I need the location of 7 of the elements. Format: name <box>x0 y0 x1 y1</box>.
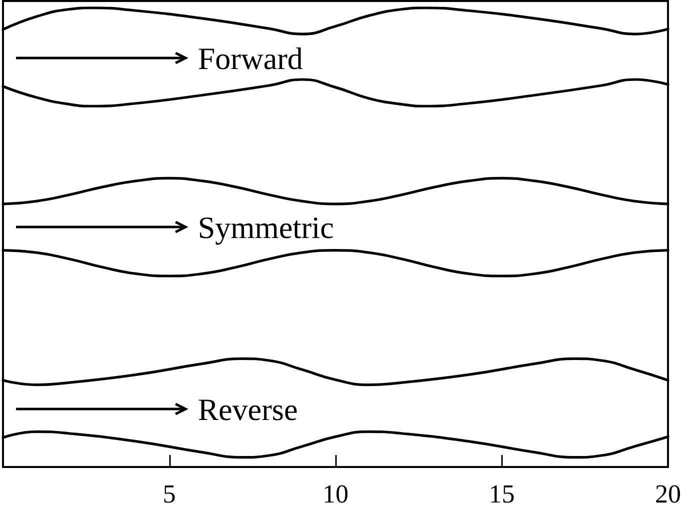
annotation: Reverse <box>198 392 298 427</box>
x-tick-label: 20 <box>655 480 681 508</box>
annotation: Forward <box>198 40 303 76</box>
x-tick-label: 5 <box>162 480 176 508</box>
x-tick-label: 15 <box>488 480 515 508</box>
annotation: Symmetric <box>198 210 334 246</box>
x-tick-label: 10 <box>322 480 348 508</box>
